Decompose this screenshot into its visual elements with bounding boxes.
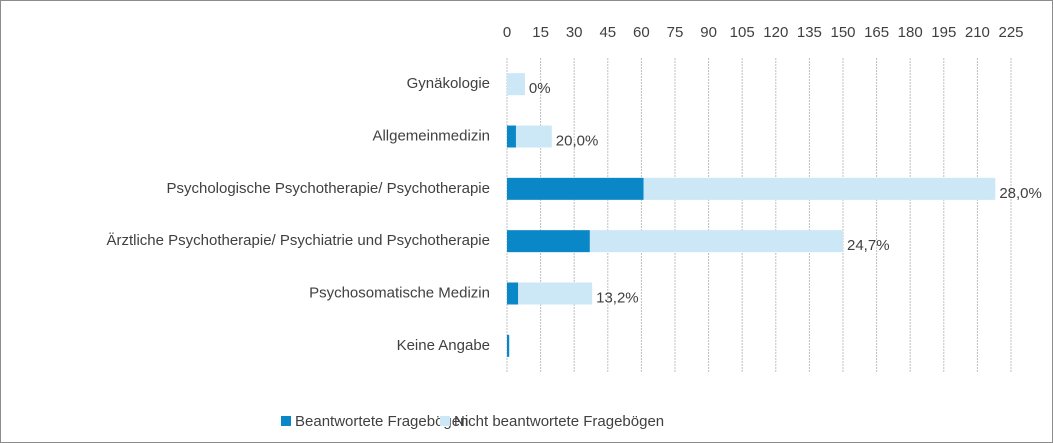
bar-segment	[507, 177, 644, 200]
x-tick-label: 150	[830, 24, 855, 41]
bar-segment	[643, 177, 996, 200]
bar-segment	[507, 334, 510, 357]
y-tick-label: Psychologische Psychotherapie/ Psychothe…	[166, 180, 490, 197]
bar-segment	[507, 73, 525, 96]
bar-segment	[507, 125, 516, 148]
x-tick-label: 60	[633, 24, 650, 41]
bar-segment	[507, 230, 590, 253]
x-tick-label: 120	[763, 24, 788, 41]
legend-label: Nicht beantwortete Fragebögen	[454, 413, 664, 430]
x-tick-label: 15	[532, 24, 549, 41]
bar-annotation: 24,7%	[847, 237, 890, 254]
bar-annotation: 13,2%	[596, 289, 639, 306]
legend-swatch	[281, 416, 291, 426]
y-tick-label: Ärztliche Psychotherapie/ Psychiatrie un…	[106, 232, 490, 249]
bar-annotation: 28,0%	[999, 185, 1042, 202]
x-tick-label: 90	[700, 24, 717, 41]
x-tick-label: 45	[599, 24, 616, 41]
y-tick-label: Allgemeinmedizin	[372, 127, 490, 144]
x-tick-label: 105	[730, 24, 755, 41]
bar-segment	[589, 230, 843, 253]
legend-label: Beantwortete Fragebögen	[295, 413, 468, 430]
y-tick-label: Psychosomatische Medizin	[309, 284, 490, 301]
x-tick-label: 195	[931, 24, 956, 41]
bar-annotation: 20,0%	[556, 132, 599, 149]
y-tick-label: Keine Angabe	[397, 337, 490, 354]
x-tick-label: 225	[998, 24, 1023, 41]
bar-segment	[518, 282, 593, 305]
x-tick-label: 210	[965, 24, 990, 41]
bar-annotation: 0%	[529, 80, 551, 97]
y-tick-label: Gynäkologie	[407, 75, 490, 92]
x-tick-label: 0	[503, 24, 511, 41]
x-tick-label: 75	[667, 24, 684, 41]
x-tick-label: 135	[797, 24, 822, 41]
x-tick-label: 180	[898, 24, 923, 41]
x-tick-label: 30	[566, 24, 583, 41]
bar-segment	[515, 125, 552, 148]
bar-segment	[507, 282, 519, 305]
x-tick-label: 165	[864, 24, 889, 41]
legend-swatch	[440, 416, 450, 426]
